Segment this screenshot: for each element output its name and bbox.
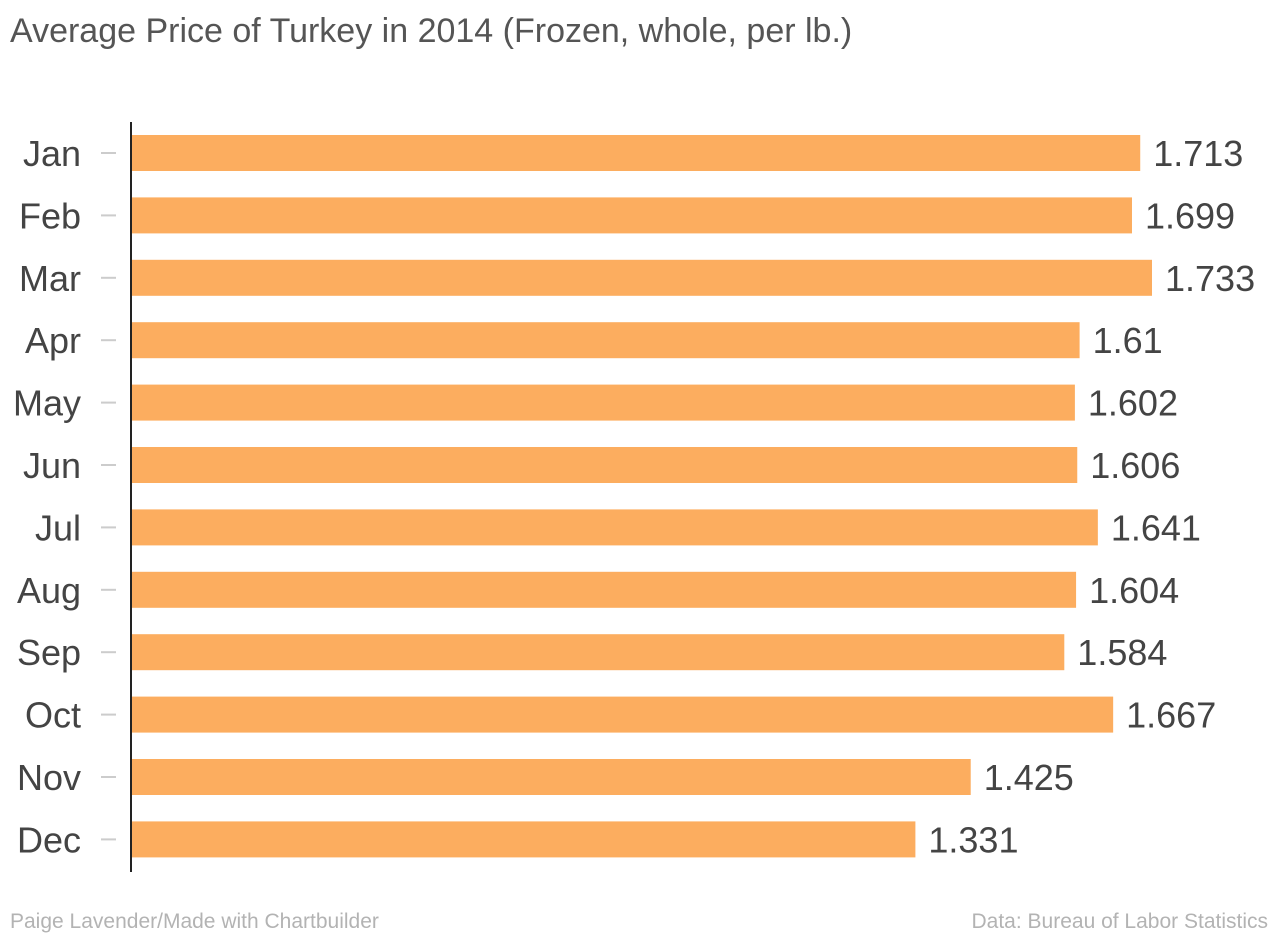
value-label-aug: 1.604 (1089, 570, 1179, 611)
bar-may (132, 384, 1075, 421)
bar-nov (132, 759, 971, 795)
source-text: Data: Bureau of Labor Statistics (971, 910, 1269, 933)
value-label-feb: 1.699 (1145, 195, 1235, 236)
bar-dec (132, 821, 916, 858)
bar-jul (132, 509, 1098, 546)
chart-title: Average Price of Turkey in 2014 (Frozen,… (10, 12, 853, 50)
category-label-jan: Jan (23, 133, 81, 174)
value-label-oct: 1.667 (1126, 695, 1216, 736)
category-label-oct: Oct (25, 695, 81, 736)
bar-mar (132, 259, 1152, 296)
category-label-aug: Aug (17, 570, 81, 611)
bar-sep (132, 634, 1065, 671)
value-label-nov: 1.425 (984, 757, 1074, 798)
category-label-mar: Mar (19, 258, 81, 299)
category-label-sep: Sep (17, 632, 81, 673)
value-label-may: 1.602 (1088, 383, 1178, 424)
value-label-mar: 1.733 (1165, 258, 1255, 299)
credit-text: Paige Lavender/Made with Chartbuilder (10, 910, 379, 933)
value-label-sep: 1.584 (1077, 632, 1167, 673)
bar-oct (132, 696, 1114, 733)
value-label-dec: 1.331 (928, 819, 1018, 860)
value-label-jun: 1.606 (1090, 445, 1180, 486)
category-label-nov: Nov (17, 757, 81, 798)
value-label-apr: 1.61 (1093, 320, 1163, 361)
bar-jan (132, 135, 1141, 171)
category-label-apr: Apr (25, 320, 81, 361)
category-label-jul: Jul (35, 507, 81, 548)
category-label-feb: Feb (19, 195, 81, 236)
value-label-jul: 1.641 (1111, 507, 1201, 548)
category-label-jun: Jun (23, 445, 81, 486)
bar-jun (132, 447, 1078, 483)
bar-aug (132, 571, 1077, 608)
category-labels-layer: Jan Feb Mar Apr May Jun Jul Aug Sep Oct Nov Dec (13, 133, 81, 860)
tick-marks-layer (101, 152, 116, 841)
value-label-jan: 1.713 (1153, 133, 1243, 174)
bars-layer (132, 135, 1152, 858)
category-label-dec: Dec (17, 819, 81, 860)
bar-feb (132, 197, 1132, 234)
bar-apr (132, 322, 1080, 359)
category-label-may: May (13, 383, 81, 424)
